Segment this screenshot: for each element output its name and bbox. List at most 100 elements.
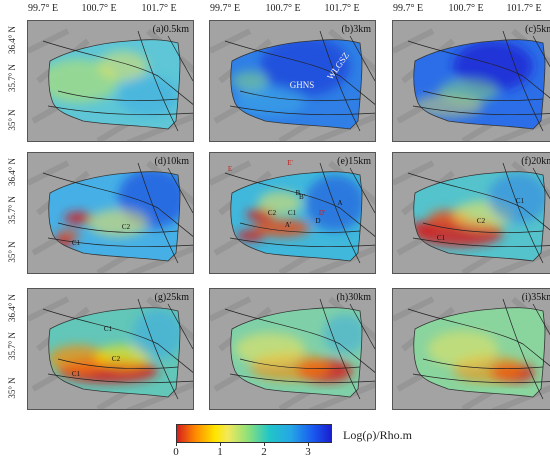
map-annotation: C2 xyxy=(476,217,486,225)
panel-depth-label: (g)25km xyxy=(154,292,189,303)
lat-label: 35° N xyxy=(7,377,17,399)
colorbar-tick xyxy=(220,443,221,446)
lat-label: 35° N xyxy=(7,109,17,131)
map-svg xyxy=(28,21,193,141)
study-area-boundary xyxy=(230,307,363,398)
map-annotation: D xyxy=(315,217,321,225)
map-annotation: C2 xyxy=(111,355,121,363)
map-panel: (h)30km xyxy=(209,288,376,410)
resistivity-anomaly xyxy=(64,212,92,224)
map-svg xyxy=(210,153,375,273)
lat-label: 35.7° N xyxy=(7,331,17,361)
fault-line xyxy=(412,237,550,247)
fault-line xyxy=(57,90,179,101)
panel-depth-label: (d)10km xyxy=(154,156,189,167)
resistivity-anomaly xyxy=(235,86,305,116)
fault-line xyxy=(412,373,550,383)
colorbar-tick xyxy=(264,443,265,446)
panel-depth-label: (e)15km xyxy=(337,156,371,167)
map-panel: (d)10km C2 C1 xyxy=(27,152,194,274)
fault-line xyxy=(532,303,550,336)
map-panel: (b)3km WLGSZ GHNS xyxy=(209,20,376,142)
colorbar-tick xyxy=(176,443,177,446)
fault-line xyxy=(422,358,544,369)
fault-line xyxy=(319,30,361,132)
map-annotation: C1 xyxy=(103,325,113,333)
study-area-boundary xyxy=(413,171,546,262)
colorbar-tick-label: 0 xyxy=(173,446,179,458)
fault-line xyxy=(167,303,193,350)
fault-line xyxy=(167,35,193,82)
map-annotation: GHNS xyxy=(289,80,315,90)
fault-line xyxy=(224,172,375,237)
resistivity-anomaly xyxy=(133,309,181,359)
lon-label: 101.7° E xyxy=(506,3,542,14)
longitude-axis: 99.7° E 100.7° E 101.7° E 99.7° E 100.7°… xyxy=(0,0,550,22)
resistivity-anomaly xyxy=(254,219,310,237)
fault-line xyxy=(319,298,361,400)
map-annotation: E' xyxy=(287,159,293,167)
fault-line xyxy=(229,373,375,383)
map-panel: (a)0.5km xyxy=(27,20,194,142)
lat-label: 36.4° N xyxy=(7,293,17,323)
map-panel: (f)20km C1 C2 C1 xyxy=(392,152,550,274)
map-panel: (c)5km xyxy=(392,20,550,142)
resistivity-anomaly xyxy=(236,230,264,242)
fault-line xyxy=(229,105,375,115)
fault-line xyxy=(502,162,544,264)
resistivity-anomaly xyxy=(305,175,363,231)
resistivity-anomaly xyxy=(488,173,546,223)
study-area-boundary xyxy=(48,39,181,130)
map-annotation: D' xyxy=(318,209,326,217)
fault-line xyxy=(137,30,179,132)
map-svg xyxy=(28,289,193,409)
resistivity-anomaly xyxy=(235,333,305,365)
resistivity-anomaly xyxy=(453,41,533,91)
fault-line xyxy=(224,40,375,105)
study-area-boundary xyxy=(413,39,546,130)
map-annotation: B' xyxy=(299,193,305,201)
fault-line xyxy=(42,172,193,237)
map-svg xyxy=(393,21,550,141)
lon-label: 100.7° E xyxy=(81,3,117,14)
map-panel: (e)15km C2 C1 B B' A A' D D' E E' xyxy=(209,152,376,274)
colorbar-tick xyxy=(308,443,309,446)
fault-line xyxy=(137,298,179,400)
fault-line xyxy=(422,222,544,233)
colorbar-gradient xyxy=(176,424,332,443)
latitude-axis-row1: 36.4° N 35.7° N 35° N xyxy=(0,20,24,142)
resistivity-anomaly xyxy=(98,51,148,81)
resistivity-anomaly xyxy=(438,79,498,103)
lon-label: 101.7° E xyxy=(141,3,177,14)
lat-label: 35.7° N xyxy=(7,195,17,225)
fault-line xyxy=(532,167,550,200)
lon-label: 101.7° E xyxy=(324,3,360,14)
fault-line xyxy=(167,167,193,214)
map-svg xyxy=(28,153,193,273)
fault-line xyxy=(502,30,544,132)
fault-line xyxy=(349,303,375,350)
map-annotation: A xyxy=(337,199,343,207)
panel-depth-label: (c)5km xyxy=(525,24,550,35)
map-svg xyxy=(210,289,375,409)
fault-line xyxy=(47,105,193,115)
fault-line xyxy=(224,308,375,373)
resistivity-anomaly xyxy=(428,331,498,367)
study-area-boundary xyxy=(48,307,181,398)
resistivity-anomaly xyxy=(258,191,302,215)
fault-line xyxy=(137,162,179,264)
panel-depth-label: (a)0.5km xyxy=(152,24,189,35)
fault-line xyxy=(42,308,193,373)
fault-line xyxy=(407,40,550,99)
lat-label: 35° N xyxy=(7,241,17,263)
map-annotation: C2 xyxy=(121,223,131,231)
resistivity-anomaly xyxy=(95,345,151,369)
colorbar-unit-label: Log(ρ)/Rho.m xyxy=(343,428,412,442)
panel-depth-label: (b)3km xyxy=(341,24,371,35)
map-annotation: A' xyxy=(284,221,292,229)
lon-label: 100.7° E xyxy=(448,3,484,14)
lon-label: 99.7° E xyxy=(209,3,241,14)
panel-depth-label: (f)20km xyxy=(521,156,550,167)
lon-label: 100.7° E xyxy=(265,3,301,14)
map-annotation: C2 xyxy=(267,209,277,217)
